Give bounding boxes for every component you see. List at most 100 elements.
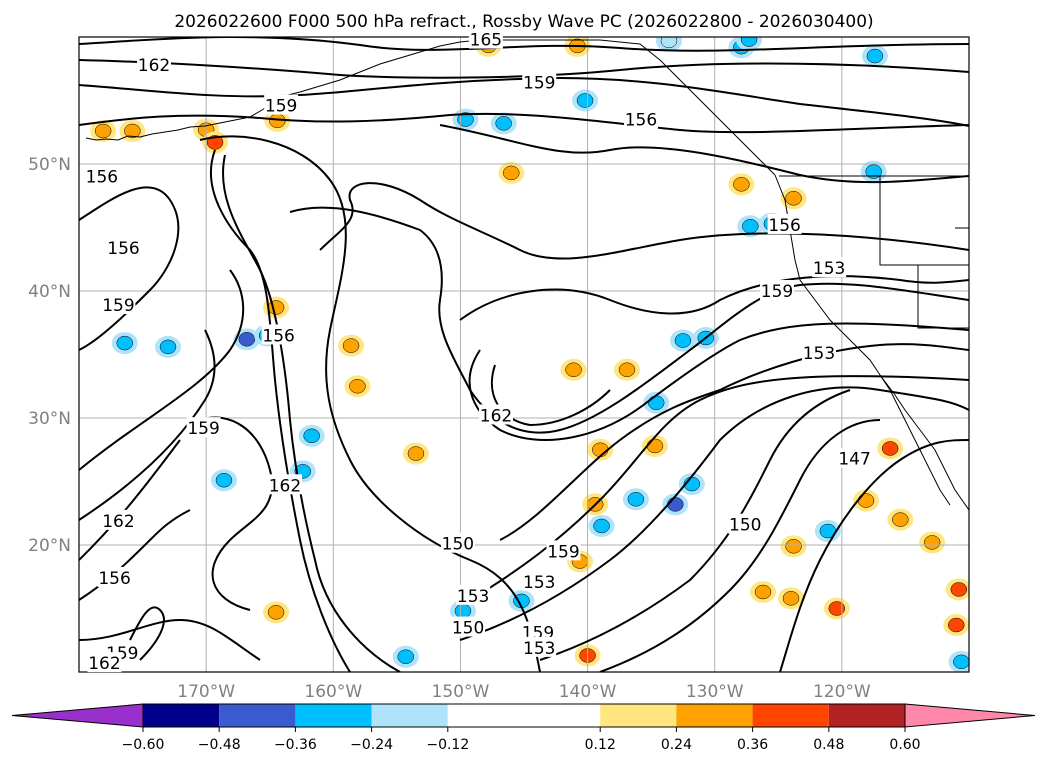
map-frame [78, 36, 970, 673]
contour-label: 162 [480, 406, 512, 426]
anomaly-patch [215, 472, 233, 488]
anomaly-patch [828, 601, 846, 616]
chart-title: 2026022600 F000 500 hPa refract., Rossby… [174, 12, 873, 32]
contour-label: 150 [729, 516, 761, 536]
anomaly-patch [881, 441, 899, 456]
colorbar-tick-label: 0.12 [585, 737, 616, 753]
contour-line [319, 182, 969, 260]
contour-line [79, 59, 969, 79]
anomaly-patch [397, 649, 415, 665]
anomaly-patch [124, 123, 141, 139]
contour-label: 162 [138, 56, 170, 76]
lon-tick-label: 140°W [559, 682, 617, 702]
contour-line [79, 329, 216, 521]
contour-label: 150 [452, 619, 484, 639]
contour-label-bg [623, 108, 658, 129]
colorbar-tick-label: 0.24 [661, 737, 692, 753]
contour-label-bg [546, 540, 581, 561]
anomaly-patch [94, 123, 112, 139]
contour-line [459, 275, 969, 321]
colorbar-extend-min [11, 703, 144, 728]
colorbar-segment [828, 704, 905, 727]
contour-label-bg [479, 404, 514, 425]
colorbar-tick-label: −0.36 [274, 737, 317, 753]
lat-tick-label: 40°N [28, 282, 71, 302]
contour-label: 159 [523, 74, 555, 94]
colorbar-tick-label: 0.48 [813, 737, 844, 753]
lon-tick-label: 150°W [432, 682, 490, 702]
latitude-axis: 50°N 40°N 30°N 20°N [28, 155, 71, 556]
contour-label-bg [522, 570, 557, 591]
anomaly-patch [754, 584, 772, 600]
anomaly-patch [267, 605, 285, 620]
anomaly-patch [740, 37, 758, 47]
contour-label: 162 [102, 512, 134, 532]
anomaly-patch [950, 582, 968, 597]
contour-label: 156 [98, 569, 130, 589]
contour-label: 162 [269, 476, 301, 496]
lat-tick-label: 30°N [28, 409, 71, 429]
contour-label-bg [801, 342, 836, 363]
contour-label: 159 [187, 419, 219, 439]
colorbar-tick-label: −0.12 [426, 737, 469, 753]
contour-line [199, 416, 273, 611]
contour-label-bg [84, 165, 119, 186]
contour-line [779, 439, 969, 672]
contour-line [289, 206, 969, 434]
anomaly-patch [206, 135, 224, 150]
contour-label: 153 [523, 639, 555, 659]
contour-label-bg [520, 621, 555, 642]
contour-line [539, 389, 851, 661]
contour-label: 165 [470, 31, 502, 51]
contour-line [79, 112, 969, 134]
anomaly-patch [627, 492, 645, 507]
contour-label: 162 [88, 654, 120, 674]
anomaly-patch [349, 379, 366, 394]
anomaly-patch [238, 332, 256, 347]
anomaly-patch [785, 539, 802, 554]
colorbar-segment [295, 704, 372, 727]
lon-tick-label: 170°W [177, 682, 235, 702]
anomaly-patch [953, 654, 969, 670]
contour-label: 153 [813, 259, 845, 279]
contour-line [469, 375, 969, 601]
colorbar-segment [143, 704, 220, 727]
anomaly-patch [892, 512, 909, 527]
contour-label: 156 [86, 168, 118, 188]
contour-line [129, 606, 165, 661]
lon-tick-label: 120°W [813, 682, 871, 702]
contour-line [79, 439, 181, 561]
contour-label-bg [728, 513, 763, 534]
lon-tick-label: 160°W [304, 682, 362, 702]
contour-line [79, 76, 969, 127]
contour-label-bg [186, 417, 221, 438]
contour-label: 147 [838, 450, 870, 470]
contour-label-bg [522, 71, 557, 92]
anomaly-patch [593, 518, 610, 534]
west-coast [774, 174, 969, 511]
contour-label-bg [137, 53, 172, 74]
anomaly-patch [576, 93, 594, 108]
contour-label-bg [468, 28, 503, 49]
anomaly-patch [667, 497, 684, 512]
baja-peninsula [879, 374, 951, 506]
anomaly-patch [733, 177, 750, 192]
lat-tick-label: 20°N [28, 536, 71, 556]
anomaly-patch [116, 335, 134, 351]
anomaly-patch [303, 428, 320, 444]
contour-line [490, 364, 611, 427]
anomaly-patch [742, 218, 759, 234]
contour-label: 159 [102, 296, 134, 316]
contour-label-bg [106, 236, 141, 257]
contour-label: 159 [761, 282, 793, 302]
anomaly-patch [785, 191, 802, 206]
lat-tick-label: 50°N [28, 155, 71, 175]
anomaly-patch [503, 165, 520, 181]
contour-line [599, 419, 881, 672]
anomaly-patch [782, 591, 800, 606]
contour-label: 153 [457, 587, 489, 607]
colorbar-segment [752, 704, 829, 727]
contour-label-bg [767, 213, 802, 234]
contour-line [459, 386, 969, 641]
